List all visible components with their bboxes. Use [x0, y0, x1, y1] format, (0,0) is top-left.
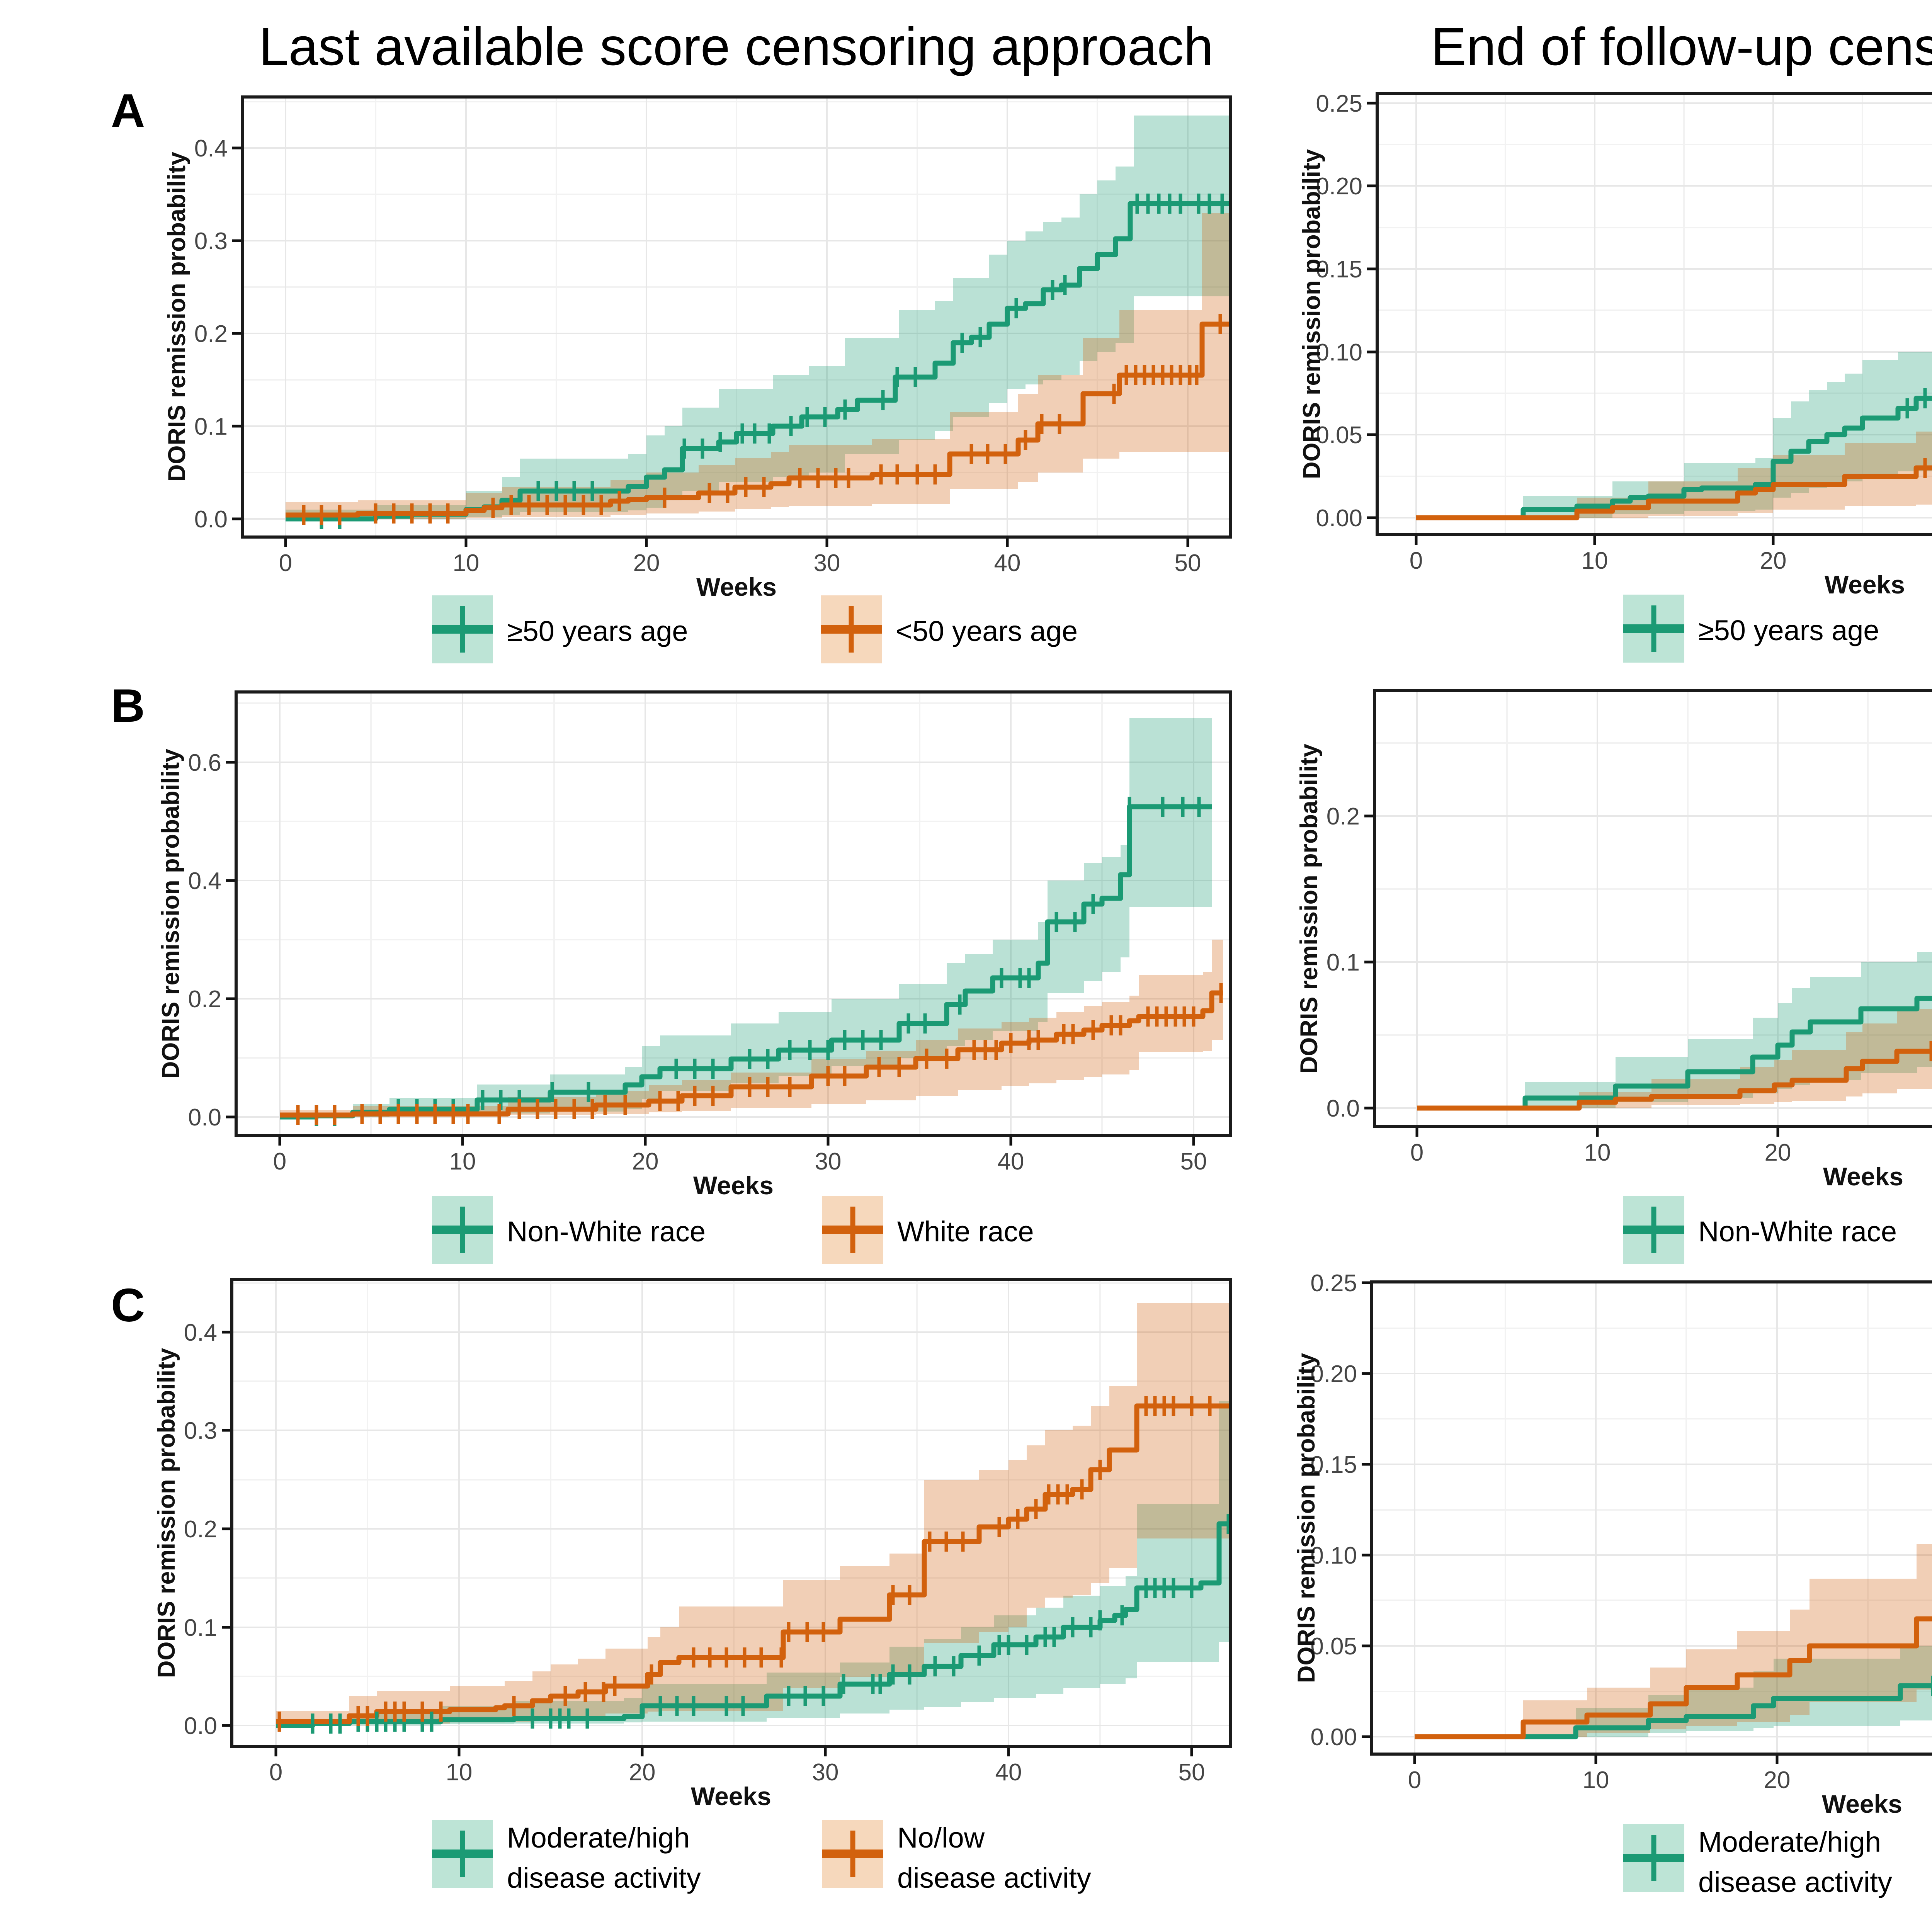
svg-text:0.6: 0.6 [188, 750, 221, 776]
svg-text:0.10: 0.10 [1310, 1542, 1357, 1569]
svg-text:20: 20 [1764, 1767, 1791, 1793]
svg-text:0.4: 0.4 [188, 868, 221, 894]
svg-text:0: 0 [273, 1148, 286, 1175]
svg-text:0.0: 0.0 [188, 1104, 221, 1131]
svg-text:0.15: 0.15 [1316, 256, 1362, 283]
svg-text:10: 10 [1583, 1767, 1609, 1793]
svg-text:40: 40 [995, 1759, 1022, 1786]
svg-text:<50 years age: <50 years age [896, 615, 1078, 647]
svg-text:0.3: 0.3 [194, 228, 228, 255]
svg-text:0.20: 0.20 [1316, 173, 1362, 200]
svg-text:Non-White race: Non-White race [1698, 1215, 1897, 1248]
svg-text:0.2: 0.2 [184, 1516, 217, 1543]
svg-text:10: 10 [446, 1759, 473, 1786]
svg-text:0.2: 0.2 [1327, 803, 1360, 830]
svg-text:40: 40 [998, 1148, 1024, 1175]
svg-text:20: 20 [633, 550, 660, 576]
svg-text:0.20: 0.20 [1310, 1361, 1357, 1387]
svg-text:20: 20 [1760, 547, 1787, 574]
svg-text:Moderate/high: Moderate/high [507, 1822, 690, 1854]
svg-text:0: 0 [1410, 547, 1423, 574]
svg-text:0.4: 0.4 [194, 135, 228, 162]
svg-text:Moderate/high: Moderate/high [1698, 1826, 1881, 1858]
svg-text:Weeks: Weeks [696, 573, 777, 601]
svg-text:0.1: 0.1 [184, 1615, 217, 1641]
svg-text:B: B [111, 679, 145, 732]
svg-text:0.10: 0.10 [1316, 339, 1362, 366]
svg-text:Weeks: Weeks [1823, 1162, 1903, 1191]
svg-text:30: 30 [812, 1759, 839, 1786]
svg-text:Weeks: Weeks [1825, 570, 1905, 599]
svg-text:disease activity: disease activity [897, 1862, 1091, 1894]
svg-text:30: 30 [815, 1148, 842, 1175]
svg-text:30: 30 [814, 550, 840, 576]
svg-text:0: 0 [1408, 1767, 1421, 1793]
svg-text:20: 20 [632, 1148, 659, 1175]
svg-text:Non-White race: Non-White race [507, 1215, 706, 1248]
svg-text:10: 10 [453, 550, 480, 576]
svg-text:disease activity: disease activity [1698, 1866, 1892, 1898]
svg-text:0.2: 0.2 [194, 321, 228, 347]
svg-text:0.05: 0.05 [1310, 1633, 1357, 1660]
svg-text:10: 10 [1582, 547, 1608, 574]
svg-text:0.0: 0.0 [184, 1713, 217, 1739]
svg-text:C: C [111, 1279, 145, 1331]
svg-text:Weeks: Weeks [1822, 1790, 1902, 1818]
svg-text:50: 50 [1175, 550, 1201, 576]
svg-text:0: 0 [1410, 1139, 1423, 1166]
svg-text:DORIS remission probability: DORIS remission probability [1298, 149, 1325, 479]
svg-text:A: A [111, 84, 145, 137]
svg-text:Weeks: Weeks [691, 1782, 771, 1810]
svg-text:0.2: 0.2 [188, 986, 221, 1013]
svg-text:20: 20 [1765, 1139, 1791, 1166]
svg-text:0.15: 0.15 [1310, 1452, 1357, 1478]
svg-text:0.4: 0.4 [184, 1319, 217, 1346]
svg-text:≥50 years age: ≥50 years age [507, 615, 688, 647]
svg-text:0.25: 0.25 [1316, 90, 1362, 117]
svg-text:0.0: 0.0 [194, 506, 228, 533]
svg-text:DORIS remission probability: DORIS remission probability [157, 749, 184, 1079]
svg-text:disease activity: disease activity [507, 1862, 701, 1894]
svg-text:≥50 years age: ≥50 years age [1698, 614, 1879, 646]
svg-text:10: 10 [449, 1148, 476, 1175]
svg-text:20: 20 [629, 1759, 656, 1786]
svg-text:End of follow-up censoring app: End of follow-up censoring approach [1431, 17, 1932, 76]
svg-text:40: 40 [994, 550, 1021, 576]
svg-text:0.00: 0.00 [1310, 1724, 1357, 1751]
svg-text:DORIS remission probability: DORIS remission probability [1296, 744, 1323, 1074]
svg-text:DORIS remission probability: DORIS remission probability [163, 152, 190, 482]
svg-text:0.1: 0.1 [1327, 949, 1360, 976]
svg-text:50: 50 [1179, 1759, 1205, 1786]
svg-text:DORIS remission probability: DORIS remission probability [153, 1348, 180, 1678]
svg-text:0.25: 0.25 [1310, 1270, 1357, 1297]
svg-text:Last available score censoring: Last available score censoring approach [259, 17, 1213, 76]
svg-text:0.1: 0.1 [194, 413, 228, 440]
svg-text:50: 50 [1180, 1148, 1207, 1175]
svg-text:0.0: 0.0 [1327, 1095, 1360, 1122]
svg-text:0.05: 0.05 [1316, 422, 1362, 449]
svg-text:0.00: 0.00 [1316, 505, 1362, 532]
svg-text:0.3: 0.3 [184, 1418, 217, 1444]
svg-text:White race: White race [897, 1215, 1034, 1248]
svg-text:No/low: No/low [897, 1822, 985, 1854]
svg-text:10: 10 [1584, 1139, 1611, 1166]
svg-text:DORIS remission probability: DORIS remission probability [1293, 1353, 1320, 1683]
svg-text:Weeks: Weeks [693, 1171, 774, 1200]
svg-text:0: 0 [269, 1759, 282, 1786]
svg-text:0: 0 [279, 550, 292, 576]
